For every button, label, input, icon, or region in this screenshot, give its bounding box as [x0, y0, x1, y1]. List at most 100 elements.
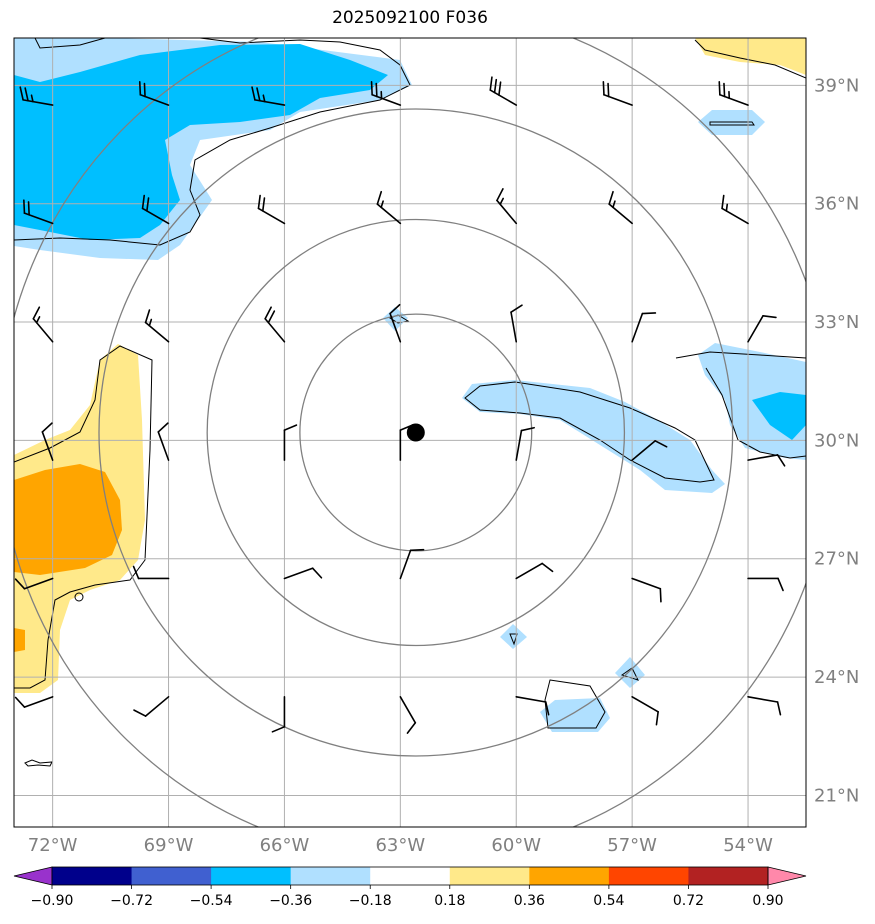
wind-barb	[283, 567, 323, 580]
wind-barb	[141, 194, 170, 225]
wind-barb	[631, 312, 657, 343]
wind-barb	[370, 81, 402, 106]
longitude-tick-label: 54°W	[723, 835, 773, 856]
colorbar-tick-label: −0.72	[110, 893, 153, 909]
wind-barb	[399, 548, 425, 580]
wind-barb	[132, 565, 170, 580]
coastline-north	[14, 38, 411, 246]
negative-anomaly-spot-1	[383, 307, 408, 331]
colorbar-segment	[370, 867, 451, 885]
colorbar-tick-label: −0.90	[31, 893, 74, 909]
positive-anomaly-light-ne	[695, 38, 806, 75]
wind-barb	[32, 306, 54, 343]
storm-center-marker	[406, 423, 425, 442]
longitude-tick-label: 66°W	[260, 835, 310, 856]
range-rings	[14, 38, 806, 827]
wind-barb	[257, 194, 286, 225]
colorbar-segment	[290, 867, 371, 885]
range-ring	[98, 108, 734, 757]
wind-barb	[747, 314, 777, 343]
colorbar-segment	[52, 867, 133, 885]
contour-spot-2	[509, 633, 518, 646]
colorbar-segment	[688, 867, 769, 885]
colorbar-extend-low	[13, 866, 53, 886]
wind-barb	[631, 440, 668, 461]
latitude-tick-label: 21°N	[814, 785, 859, 806]
wind-barb	[608, 190, 633, 225]
wind-barb	[271, 696, 286, 733]
wind-barb	[515, 426, 535, 461]
wind-barb	[264, 306, 286, 343]
wind-barb-layer	[14, 76, 786, 734]
colorbar-tick-label: −0.36	[269, 893, 312, 909]
longitude-tick-label: 63°W	[375, 835, 425, 856]
negative-anomaly-dark-nw	[14, 44, 388, 240]
wind-barb	[747, 454, 786, 467]
wind-barb	[144, 309, 170, 343]
wind-barb	[157, 422, 170, 461]
wind-barb	[251, 86, 286, 106]
wind-barb	[496, 188, 518, 225]
colorbar-frame	[51, 866, 769, 886]
wind-barb	[389, 303, 402, 343]
longitude-labels: 72°W 69°W 66°W 63°W 60°W 57°W 54°W	[28, 835, 773, 856]
wind-barb	[510, 304, 523, 343]
colorbar-tick-label: 0.90	[752, 893, 783, 909]
contour-west	[14, 345, 153, 689]
wind-barb	[718, 81, 749, 106]
wind-barb	[14, 577, 54, 590]
latitude-tick-label: 27°N	[814, 549, 859, 570]
colorbar-segment	[608, 867, 689, 885]
contour-spot-4	[544, 679, 606, 729]
negative-anomaly-dark-east	[752, 392, 806, 440]
negative-anomaly-spot-2	[500, 624, 527, 649]
wind-barb	[721, 194, 749, 225]
latitude-tick-label: 33°N	[814, 312, 859, 333]
contour-ne	[694, 39, 806, 79]
colorbar: −0.90 −0.72 −0.54 −0.36 −0.18 0.18 0.36 0.54 0.7…	[13, 866, 807, 909]
contour-small-ne	[709, 121, 755, 126]
colorbar-tick-label: 0.72	[673, 893, 704, 909]
colorbar-segment	[211, 867, 292, 885]
negative-anomaly-spot-3	[615, 657, 645, 688]
map-frame	[13, 37, 807, 828]
island-sw	[24, 759, 53, 767]
wind-barb	[631, 577, 662, 603]
wind-barb	[489, 76, 518, 106]
latitude-tick-label: 30°N	[814, 430, 859, 451]
coastline-nw-bit	[34, 38, 106, 49]
latitude-tick-label: 39°N	[814, 75, 859, 96]
colorbar-tick-label: 0.54	[593, 893, 624, 909]
wind-barb	[747, 696, 782, 716]
longitude-tick-label: 72°W	[28, 835, 78, 856]
range-ring	[299, 313, 533, 552]
wind-barb	[41, 422, 54, 461]
colorbar-segment	[529, 867, 610, 885]
colorbar-extend-high	[767, 866, 807, 886]
wind-barb	[631, 696, 659, 726]
latitude-tick-label: 24°N	[814, 667, 859, 688]
graticule	[14, 38, 806, 827]
wind-barb	[747, 577, 784, 592]
contour-band	[464, 381, 715, 483]
wind-barb	[133, 696, 170, 717]
colorbar-tick-label: −0.54	[190, 893, 233, 909]
wind-barb	[19, 86, 54, 106]
wind-barb	[138, 81, 170, 106]
wind-barb	[515, 696, 550, 716]
range-ring	[206, 218, 626, 647]
latitude-tick-label: 36°N	[814, 194, 859, 215]
colorbar-tick-label: −0.18	[349, 893, 392, 909]
wind-barb	[399, 696, 417, 734]
island-small	[74, 592, 84, 602]
colorbar-segment	[449, 867, 530, 885]
negative-anomaly-spot-4	[540, 698, 610, 732]
contour-east	[675, 351, 806, 459]
wind-barb	[14, 696, 54, 708]
wind-barb	[283, 424, 298, 461]
wind-barb	[23, 199, 54, 225]
colorbar-tick-label: 0.18	[434, 893, 465, 909]
longitude-tick-label: 57°W	[607, 835, 657, 856]
longitude-tick-label: 60°W	[491, 835, 541, 856]
